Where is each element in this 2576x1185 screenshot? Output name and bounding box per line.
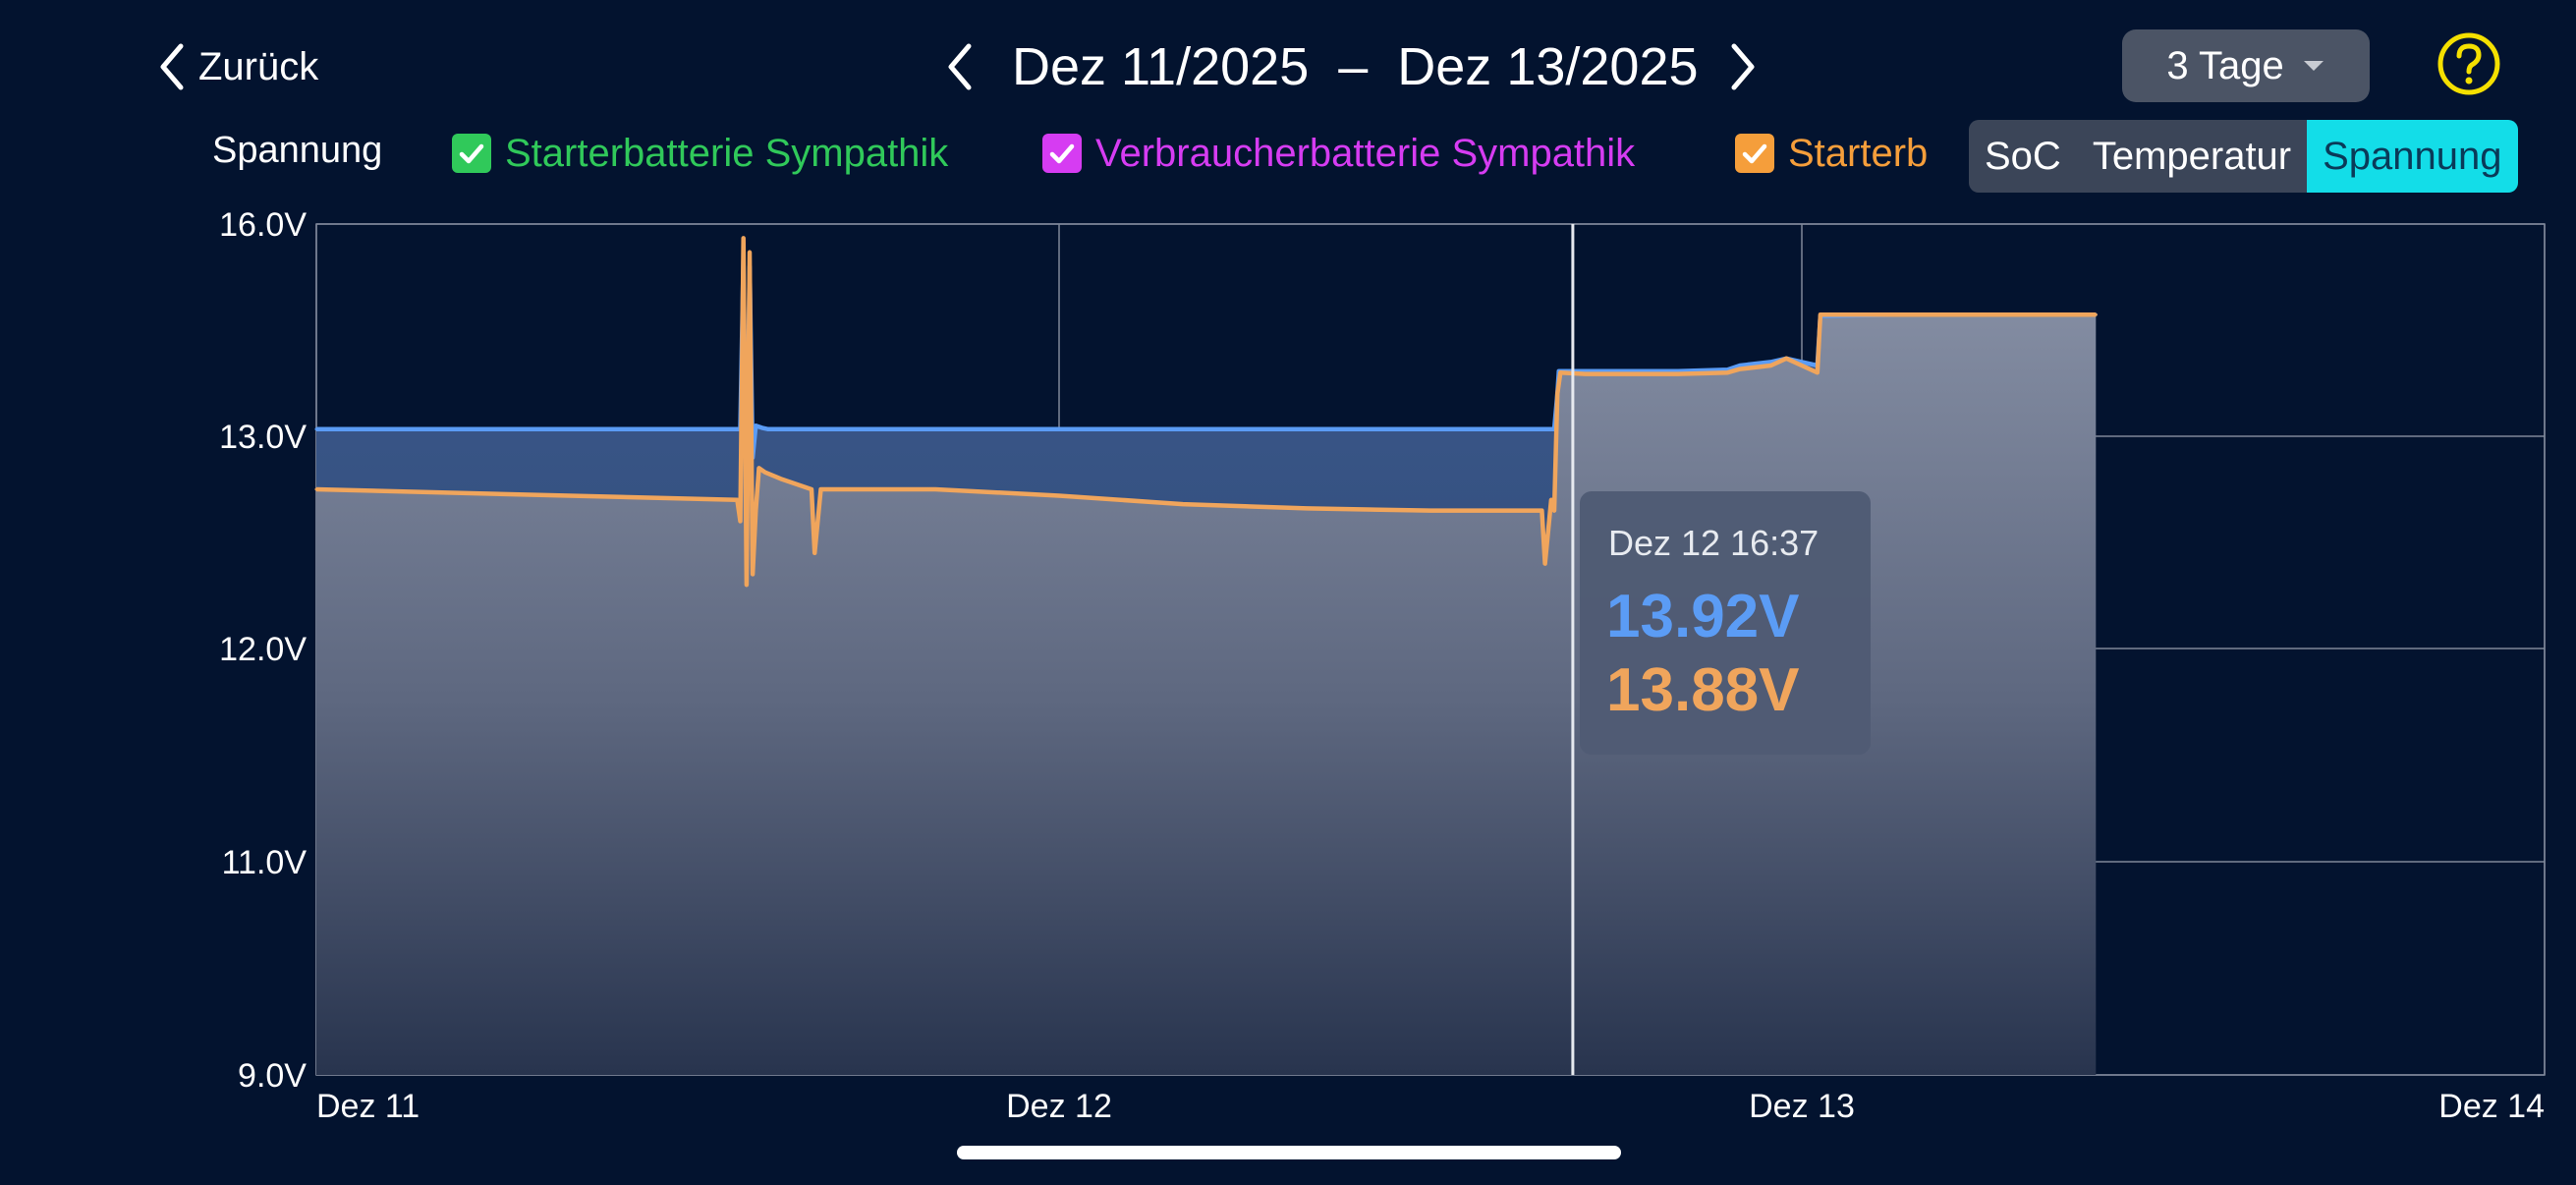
- chevron-right-icon: [1731, 43, 1755, 90]
- checkbox-checked-icon: [452, 134, 491, 173]
- legend-label: Verbraucherbatterie Sympathik: [1095, 131, 1636, 175]
- data-point: [754, 509, 757, 513]
- data-point: [1800, 360, 1804, 364]
- data-point: [1784, 357, 1788, 361]
- data-point: [1986, 312, 1989, 316]
- data-point: [751, 572, 755, 576]
- data-point: [810, 427, 813, 431]
- data-point: [1543, 562, 1547, 566]
- next-period-button[interactable]: [1728, 42, 1760, 91]
- data-point: [745, 583, 749, 587]
- data-point: [1738, 364, 1742, 367]
- checkbox-checked-icon: [1042, 134, 1082, 173]
- data-point: [1800, 364, 1804, 367]
- data-point: [1552, 509, 1556, 513]
- data-point: [1057, 494, 1061, 497]
- data-point: [1816, 370, 1820, 374]
- data-point: [1555, 392, 1559, 396]
- data-point: [757, 466, 760, 470]
- caret-down-icon: [2303, 61, 2324, 71]
- range-label: 3 Tage: [2166, 43, 2284, 87]
- data-point: [2094, 312, 2098, 316]
- y-tick-label: 12.0V: [219, 631, 307, 668]
- chevron-left-icon: [948, 43, 972, 90]
- data-point: [1305, 427, 1309, 431]
- legend-label: Starterb: [1788, 131, 1929, 175]
- date-from: Dez 11/2025: [1012, 37, 1310, 96]
- help-button[interactable]: [2436, 31, 2501, 96]
- legend-label: Starterbatterie Sympathik: [505, 131, 949, 175]
- date-separator: –: [1338, 37, 1369, 96]
- data-point: [1819, 312, 1822, 316]
- data-point: [933, 427, 937, 431]
- data-point: [1893, 312, 1896, 316]
- y-tick-label: 11.0V: [222, 844, 308, 881]
- data-point: [1769, 360, 1772, 364]
- data-point: [812, 551, 816, 555]
- data-point: [1305, 506, 1309, 510]
- data-point: [1558, 370, 1562, 374]
- data-point: [748, 251, 752, 254]
- y-tick-label: 13.0V: [219, 419, 307, 456]
- tab-temperatur[interactable]: Temperatur: [2076, 120, 2308, 193]
- tooltip-box: [1580, 491, 1871, 755]
- data-point: [739, 519, 742, 523]
- data-point: [1549, 498, 1553, 502]
- data-point: [1725, 370, 1729, 374]
- date-to: Dez 13/2025: [1397, 37, 1699, 96]
- tooltip-value-orange: 13.88V: [1606, 656, 1800, 724]
- data-point: [742, 236, 746, 240]
- data-point: [766, 427, 770, 431]
- data-point: [1738, 367, 1742, 371]
- data-point: [1540, 509, 1543, 513]
- data-point: [819, 487, 822, 491]
- legend-overflow: Starterb: [1729, 128, 1940, 179]
- chevron-left-icon: [160, 43, 184, 90]
- data-point: [314, 487, 318, 491]
- home-indicator: [957, 1146, 1621, 1159]
- data-point: [1676, 372, 1680, 376]
- data-point: [779, 477, 782, 480]
- data-point: [1428, 509, 1432, 513]
- legend-item-starterb[interactable]: Starterb: [1735, 132, 1928, 175]
- tab-spannung[interactable]: Spannung: [2307, 120, 2518, 193]
- data-point: [760, 425, 764, 429]
- range-dropdown[interactable]: 3 Tage: [2122, 29, 2370, 102]
- help-icon: [2437, 32, 2500, 95]
- x-tick-label: Dez 13: [1749, 1088, 1855, 1125]
- date-range-nav: Dez 11/2025 – Dez 13/2025: [943, 29, 1760, 104]
- tooltip-value-blue: 13.92V: [1606, 583, 1800, 650]
- data-point: [933, 487, 937, 491]
- metric-segmented-control: SoC Temperatur Spannung: [1969, 120, 2518, 193]
- data-point: [735, 498, 739, 502]
- y-tick-label: 9.0V: [238, 1057, 307, 1095]
- data-point: [1428, 427, 1432, 431]
- tooltip-time: Dez 12 16:37: [1608, 523, 1819, 563]
- tab-soc[interactable]: SoC: [1969, 120, 2077, 193]
- legend-item-starterbatterie[interactable]: Starterbatterie Sympathik: [452, 132, 948, 175]
- data-point: [810, 487, 813, 491]
- data-point: [1584, 372, 1587, 376]
- series-area-fill: [316, 238, 2097, 1075]
- previous-period-button[interactable]: [943, 42, 975, 91]
- y-tick-label: 16.0V: [219, 206, 307, 244]
- checkbox-checked-icon: [1735, 134, 1774, 173]
- x-tick-label: Dez 11: [316, 1088, 420, 1125]
- data-point: [1181, 427, 1185, 431]
- data-point: [1181, 502, 1185, 506]
- x-tick-label: Dez 14: [2438, 1088, 2545, 1125]
- data-point: [763, 471, 767, 475]
- x-tick-label: Dez 12: [1006, 1088, 1112, 1125]
- data-point: [1057, 427, 1061, 431]
- back-label: Zurück: [198, 44, 319, 88]
- data-point: [314, 427, 318, 431]
- legend-title: Spannung: [212, 130, 383, 171]
- data-point: [754, 423, 757, 427]
- data-point: [1769, 364, 1772, 367]
- legend-item-verbraucherbatterie[interactable]: Verbraucherbatterie Sympathik: [1042, 132, 1635, 175]
- back-button[interactable]: Zurück: [155, 37, 318, 96]
